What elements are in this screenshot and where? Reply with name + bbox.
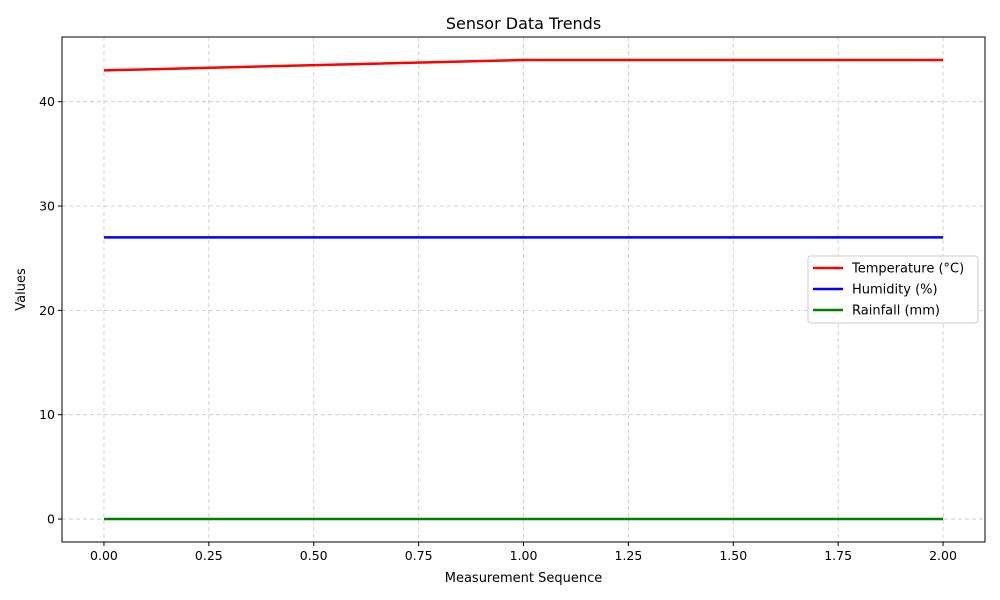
legend: Temperature (°C) Humidity (%) Rainfall (mm… bbox=[807, 255, 979, 324]
legend-entry-label: Rainfall (mm) bbox=[852, 304, 940, 319]
y-tick-label: 0 bbox=[47, 512, 55, 527]
x-tick-label: 0.50 bbox=[300, 548, 328, 563]
x-tick-label: 1.00 bbox=[510, 548, 538, 563]
chart-title: Sensor Data Trends bbox=[446, 14, 601, 33]
x-tick-label: 0.25 bbox=[195, 548, 223, 563]
x-tick-label: 1.25 bbox=[614, 548, 642, 563]
y-tick-label: 40 bbox=[39, 94, 55, 109]
grid bbox=[62, 37, 985, 542]
y-tick-label: 30 bbox=[39, 199, 55, 214]
y-axis-ticks: 0 10 20 30 40 bbox=[39, 94, 62, 527]
y-tick-label: 20 bbox=[39, 303, 55, 318]
y-axis-label: Values bbox=[14, 268, 29, 311]
x-tick-label: 1.50 bbox=[719, 548, 747, 563]
y-tick-label: 10 bbox=[39, 407, 55, 422]
x-axis-ticks: 0.00 0.25 0.50 0.75 1.00 1.25 1.50 1.75 2.00 bbox=[90, 542, 957, 563]
legend-entry-label: Humidity (%) bbox=[852, 283, 938, 298]
series-line-0 bbox=[103, 58, 944, 72]
legend-box bbox=[807, 255, 979, 324]
x-tick-label: 1.75 bbox=[824, 548, 852, 563]
legend-entry-label: Temperature (°C) bbox=[851, 262, 964, 277]
series-lines bbox=[103, 58, 944, 521]
x-tick-label: 0.75 bbox=[405, 548, 433, 563]
x-tick-label: 0.00 bbox=[90, 548, 118, 563]
x-axis-label: Measurement Sequence bbox=[445, 571, 603, 586]
x-tick-label: 2.00 bbox=[929, 548, 957, 563]
